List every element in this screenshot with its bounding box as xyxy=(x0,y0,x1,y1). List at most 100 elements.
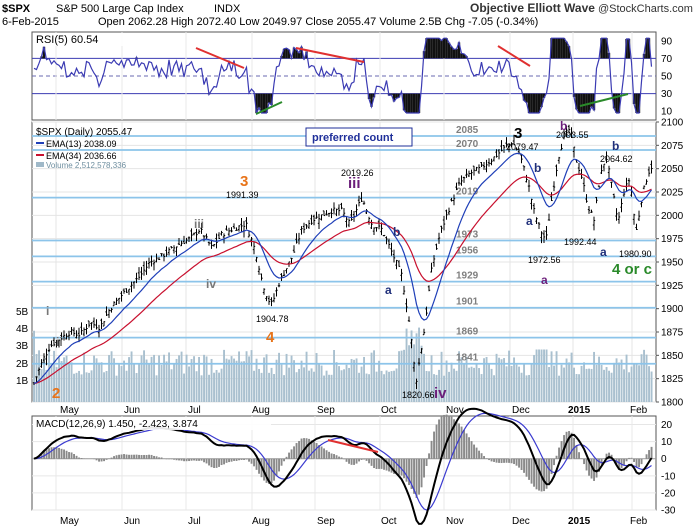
ohlc-bar xyxy=(172,245,176,254)
macd-histogram-bar xyxy=(225,458,228,463)
macd-histogram-bar xyxy=(235,458,238,461)
volume-bar xyxy=(603,369,605,402)
volume-bar xyxy=(213,372,215,402)
macd-histogram-bar xyxy=(523,458,525,473)
ohlc-bar xyxy=(137,267,141,280)
volume-bar xyxy=(620,359,623,402)
ohlc-bar xyxy=(615,208,618,221)
ohlc-bar xyxy=(147,257,151,269)
volume-bar xyxy=(340,370,343,402)
ohlc-bar xyxy=(392,249,396,263)
ohlc-bar xyxy=(455,182,458,191)
ohlc-bar xyxy=(557,156,561,164)
ohlc-bar xyxy=(632,213,636,225)
price-point-label: 2064.62 xyxy=(600,154,633,164)
volume-bar xyxy=(135,373,138,402)
month-label: Jun xyxy=(124,516,140,527)
volume-bar xyxy=(415,333,418,402)
macd-histogram-bar xyxy=(503,458,505,463)
macd-histogram-bar xyxy=(488,458,490,461)
ohlc-bar xyxy=(200,223,203,234)
macd-histogram-bar xyxy=(118,454,120,459)
ohlc-bar xyxy=(207,241,211,246)
macd-histogram-bar xyxy=(43,450,45,459)
macd-histogram-bar xyxy=(48,448,50,459)
ohlc-bar xyxy=(402,285,406,295)
volume-bar xyxy=(233,358,235,402)
month-label: May xyxy=(60,516,79,527)
level-label: 1929 xyxy=(456,271,479,282)
ohlc-bar xyxy=(545,226,548,240)
volume-bar xyxy=(585,368,588,402)
ohlc-bar xyxy=(332,202,336,215)
volume-bar xyxy=(353,359,355,402)
macd-histogram-bar xyxy=(323,448,325,459)
macd-histogram-bar xyxy=(288,452,290,459)
macd-histogram-bar xyxy=(618,458,620,469)
wave-label-w_b_oct: b xyxy=(393,225,400,239)
volume-bar xyxy=(515,364,518,402)
ohlc-bar xyxy=(280,273,283,281)
volume-bar xyxy=(438,369,440,402)
macd-histogram-bar xyxy=(368,458,370,464)
macd-histogram-bar xyxy=(243,458,245,460)
macd-histogram-bar xyxy=(445,414,448,459)
volume-bar xyxy=(70,362,73,402)
macd-histogram-bar xyxy=(625,458,628,462)
ohlc-bar xyxy=(372,227,376,236)
ohlc-bar xyxy=(232,223,236,229)
price-axis-tick: 2100 xyxy=(661,118,684,129)
volume-bar xyxy=(413,344,415,402)
ohlc-bar xyxy=(362,200,366,205)
ohlc-bar xyxy=(47,343,51,352)
macd-histogram-bar xyxy=(255,458,258,470)
ohlc-bar xyxy=(360,192,363,203)
chart-header: $SPX S&P 500 Large Cap Index INDX 6-Feb-… xyxy=(2,1,693,28)
macd-histogram-bar xyxy=(230,458,233,462)
volume-bar xyxy=(543,349,545,402)
price-axis-tick: 1825 xyxy=(661,374,684,385)
volume-bar xyxy=(145,359,148,402)
macd-histogram-bar xyxy=(248,458,250,462)
ohlc-bar xyxy=(197,229,201,234)
ohlc-bar xyxy=(110,307,113,313)
macd-histogram-bar xyxy=(380,458,383,469)
ohlc-bar xyxy=(292,245,296,253)
ohlc-bar xyxy=(142,261,146,276)
ohlc-bar xyxy=(572,146,576,158)
macd-histogram-bar xyxy=(555,455,558,459)
volume-bar xyxy=(258,368,260,402)
volume-bar xyxy=(73,373,75,402)
volume-bar xyxy=(435,374,438,402)
macd-histogram-bar xyxy=(560,441,563,459)
volume-bar xyxy=(403,349,405,402)
macd-histogram-bar xyxy=(218,458,220,467)
macd-histogram-bar xyxy=(143,454,145,459)
macd-histogram-bar xyxy=(650,446,653,459)
volume-bar xyxy=(143,350,145,402)
volume-bar xyxy=(635,363,638,402)
ohlc-bar xyxy=(637,210,641,221)
ohlc-bar xyxy=(225,225,228,231)
header-credit: @StockCharts.com xyxy=(598,3,693,15)
volume-bar xyxy=(470,366,473,402)
ohlc-bar xyxy=(240,218,243,232)
volume-bar xyxy=(475,362,478,402)
rsi-axis-tick: 10 xyxy=(661,107,673,118)
ohlc-bar xyxy=(117,297,121,305)
macd-histogram-bar xyxy=(493,458,495,462)
macd-histogram-bar xyxy=(620,458,623,469)
volume-bar xyxy=(485,357,488,402)
ohlc-bar xyxy=(377,219,381,230)
macd-histogram-bar xyxy=(600,458,603,465)
ohlc-bar xyxy=(475,166,478,172)
ohlc-bar xyxy=(102,321,106,327)
volume-bar xyxy=(385,370,388,402)
ohlc-bar xyxy=(220,230,223,236)
volume-bar xyxy=(535,349,538,402)
ohlc-bar xyxy=(85,324,88,335)
ohlc-bar xyxy=(620,198,623,213)
ohlc-bar xyxy=(627,178,631,187)
macd-histogram-bar xyxy=(500,458,503,464)
macd-histogram-bar xyxy=(110,457,113,459)
